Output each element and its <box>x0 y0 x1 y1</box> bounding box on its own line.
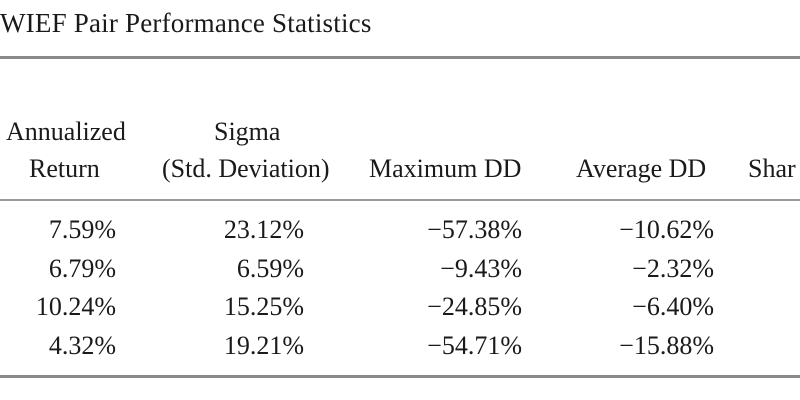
top-rule <box>0 56 800 59</box>
cell-annualized: 4.32% <box>48 331 116 360</box>
header-sigma-line1: Sigma <box>214 117 281 146</box>
header-annualized-line1: Annualized <box>6 117 126 146</box>
header-rule <box>0 199 800 201</box>
header-annualized-line2: Return <box>29 154 100 183</box>
header-sigma-line2: (Std. Deviation) <box>162 154 330 183</box>
cell-avg-dd: −15.88% <box>619 331 714 360</box>
cell-max-dd: −57.38% <box>427 215 522 244</box>
cell-avg-dd: −2.32% <box>632 254 714 283</box>
header-sharpe: Shar <box>748 154 796 183</box>
cell-max-dd: −9.43% <box>440 254 522 283</box>
cell-annualized: 7.59% <box>48 215 116 244</box>
header-max-dd: Maximum DD <box>369 154 522 183</box>
header-avg-dd: Average DD <box>576 154 707 183</box>
cell-annualized: 10.24% <box>35 292 116 321</box>
table-caption: WIEF Pair Performance Statistics <box>0 8 372 38</box>
cell-avg-dd: −10.62% <box>619 215 714 244</box>
cell-sigma: 23.12% <box>223 215 304 244</box>
cell-sigma: 15.25% <box>223 292 304 321</box>
cell-annualized: 6.79% <box>48 254 116 283</box>
cell-max-dd: −24.85% <box>427 292 522 321</box>
cell-sigma: 19.21% <box>223 331 304 360</box>
cell-sigma: 6.59% <box>236 254 304 283</box>
bottom-rule <box>0 375 800 378</box>
cell-avg-dd: −6.40% <box>632 292 714 321</box>
cell-max-dd: −54.71% <box>427 331 522 360</box>
